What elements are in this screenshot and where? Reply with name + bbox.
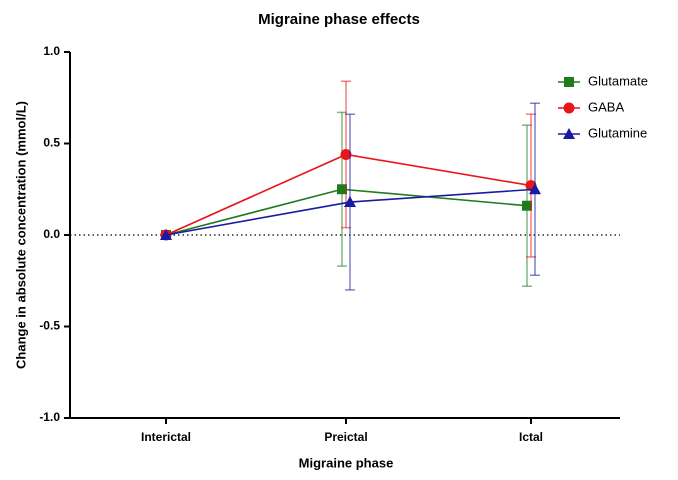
legend-label: Glutamate <box>588 73 648 88</box>
x-tick-label: Preictal <box>324 430 367 444</box>
y-tick-label: 1.0 <box>43 44 60 58</box>
y-tick-label: -0.5 <box>39 319 60 333</box>
x-tick-label: Interictal <box>141 430 191 444</box>
marker <box>563 102 575 114</box>
chart-title: Migraine phase effects <box>258 11 420 28</box>
y-tick-label: -1.0 <box>39 410 60 424</box>
marker <box>522 200 532 211</box>
marker <box>529 183 541 195</box>
x-axis-label: Migraine phase <box>299 455 394 470</box>
y-tick-label: 0.5 <box>43 136 60 150</box>
marker <box>564 77 574 87</box>
marker <box>563 128 575 139</box>
legend-label: GABA <box>588 99 624 114</box>
marker <box>160 229 172 240</box>
y-tick-label: 0.0 <box>43 227 60 241</box>
series-line <box>165 153 532 236</box>
marker <box>340 148 352 160</box>
legend-label: Glutamine <box>588 125 647 140</box>
marker <box>337 184 347 195</box>
x-tick-label: Ictal <box>519 430 543 444</box>
marker <box>344 196 356 208</box>
y-axis-label: Change in absolute concentration (mmol/L… <box>13 101 28 369</box>
